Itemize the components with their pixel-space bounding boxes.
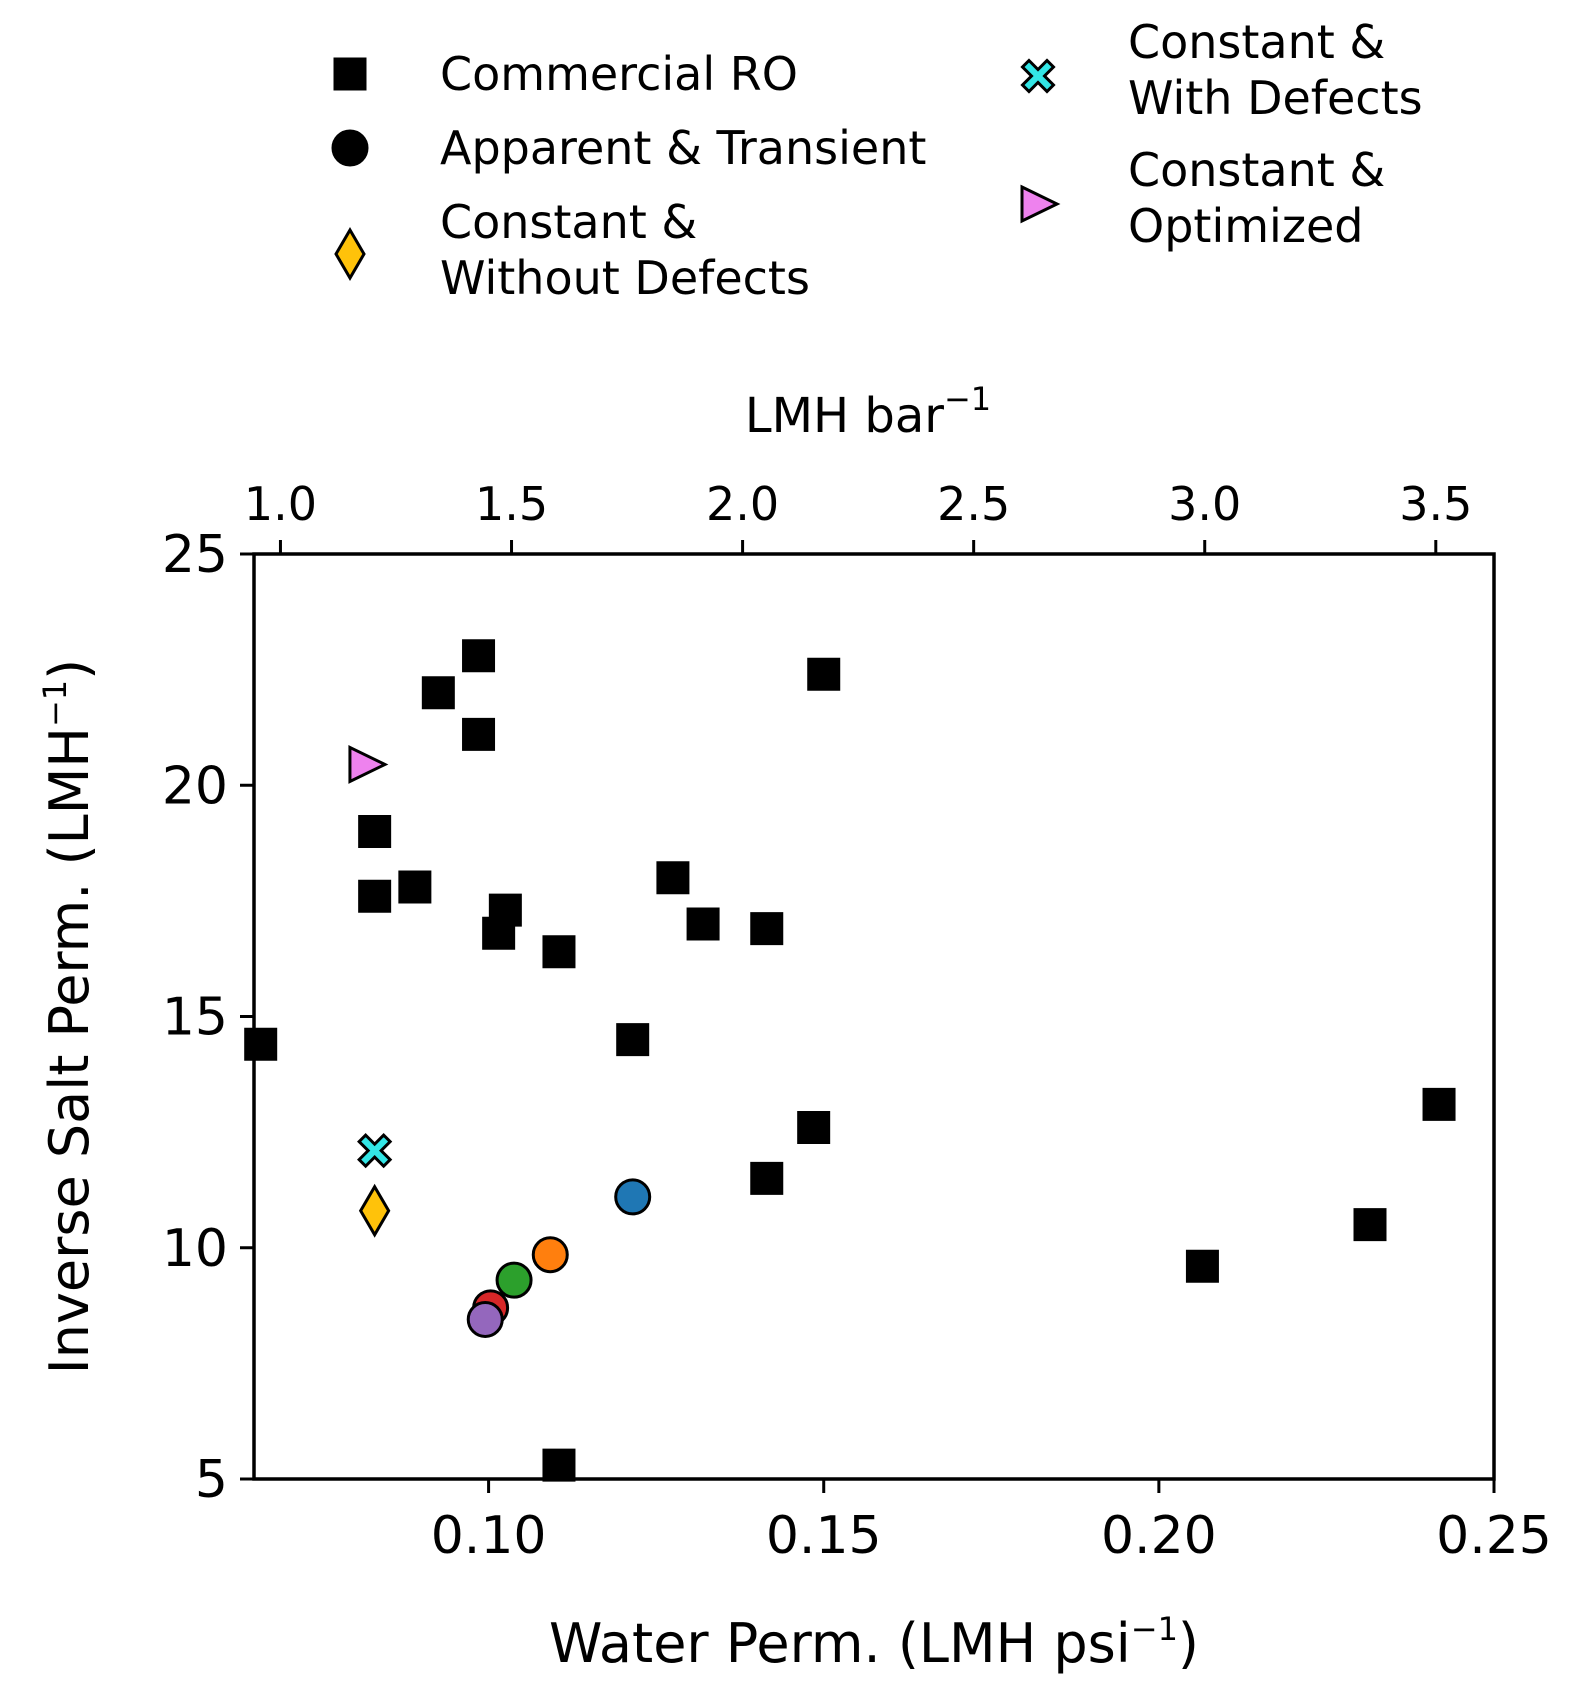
square-marker — [542, 935, 576, 969]
y-tick-label: 15 — [162, 988, 228, 1048]
square-marker — [542, 1448, 576, 1482]
square-marker — [462, 639, 496, 673]
square-marker — [1185, 1249, 1219, 1283]
legend-entry: Apparent & Transient — [331, 121, 926, 175]
x-marker — [357, 1133, 393, 1169]
y-tick-label: 25 — [162, 525, 228, 585]
top-x-tick-label: 2.0 — [706, 477, 779, 531]
y-tick-label: 10 — [162, 1219, 228, 1279]
square-marker — [398, 870, 432, 904]
plot-frame — [252, 552, 1496, 1481]
x-axis-label: Water Perm. (LMH psi−1) — [549, 1610, 1199, 1675]
square-marker — [421, 676, 455, 710]
x-tick-label: 0.25 — [1436, 1506, 1552, 1566]
legend-label: With Defects — [1128, 71, 1423, 125]
top-x-tick-label: 1.0 — [244, 477, 317, 531]
legend-label: Constant & — [1128, 15, 1385, 69]
legend-label: Constant & — [440, 195, 697, 249]
legend-x-icon — [1020, 58, 1056, 94]
circle-marker — [466, 1300, 504, 1338]
x-tick-label: 0.15 — [766, 1506, 882, 1566]
x-axis: 0.10 0.15 0.20 0.25 Water Perm. (LMH psi−1) — [431, 1479, 1552, 1675]
legend-square-icon — [333, 57, 367, 91]
data-points — [244, 639, 1456, 1482]
square-marker — [750, 912, 784, 946]
legend-entry: Constant &Optimized — [1020, 143, 1385, 253]
legend-triangle-right-icon — [1020, 184, 1061, 224]
square-marker — [750, 1161, 784, 1195]
top-x-tick-label: 3.5 — [1399, 477, 1472, 531]
y-tick-label: 5 — [195, 1450, 228, 1510]
square-marker — [244, 1027, 278, 1061]
circle-marker — [614, 1178, 652, 1216]
x-tick-label: 0.20 — [1101, 1506, 1217, 1566]
y-axis-label: Inverse Salt Perm. (LMH−1) — [36, 659, 101, 1374]
legend-diamond-icon — [334, 227, 366, 281]
legend-label: Constant & — [1128, 143, 1385, 197]
y-tick-label: 20 — [162, 756, 228, 816]
legend-circle-icon — [331, 129, 369, 167]
diamond-marker — [358, 1183, 391, 1238]
square-marker — [656, 861, 690, 895]
top-x-axis-label: LMH bar−1 — [745, 380, 991, 444]
triangle-right-marker — [348, 745, 389, 784]
top-x-tick-label: 1.5 — [475, 477, 548, 531]
square-marker — [1422, 1087, 1456, 1121]
legend: Commercial RO Apparent & Transient Constan… — [331, 15, 1423, 305]
legend-label: Apparent & Transient — [440, 121, 926, 175]
x-tick-label: 0.10 — [431, 1506, 547, 1566]
square-marker — [797, 1111, 831, 1144]
circle-marker — [531, 1236, 569, 1274]
legend-label: Optimized — [1128, 199, 1363, 253]
legend-entry: Commercial RO — [333, 47, 798, 101]
legend-entry: Constant &With Defects — [1020, 15, 1423, 125]
square-marker — [358, 879, 392, 913]
top-x-axis: 1.0 1.5 2.0 2.5 3.0 3.5 LMH bar−1 — [244, 380, 1472, 554]
top-x-tick-label: 2.5 — [937, 477, 1010, 531]
square-marker — [616, 1023, 650, 1057]
top-x-tick-label: 3.0 — [1168, 477, 1241, 531]
square-marker — [488, 893, 522, 927]
square-marker — [807, 657, 841, 691]
legend-label: Without Defects — [440, 251, 810, 305]
square-marker — [686, 907, 720, 941]
square-marker — [358, 815, 392, 848]
square-marker — [1353, 1208, 1387, 1242]
circle-marker — [495, 1261, 533, 1299]
legend-entry: Constant &Without Defects — [334, 195, 810, 305]
y-axis: 5 10 15 20 25 Inverse Salt Perm. (LMH−1) — [36, 525, 254, 1510]
square-marker — [462, 717, 496, 751]
legend-label: Commercial RO — [440, 47, 798, 101]
